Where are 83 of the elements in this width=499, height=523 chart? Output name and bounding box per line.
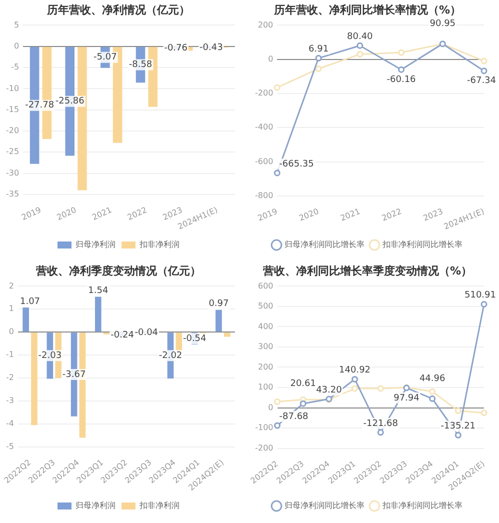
data-label: -0.43 xyxy=(200,42,223,53)
x-tick-label: 2022 xyxy=(126,205,148,222)
y-tick-label: -10 xyxy=(6,84,20,93)
data-label: 1.07 xyxy=(20,296,40,307)
y-tick-label: 300 xyxy=(258,342,274,352)
y-tick-label: -400 xyxy=(255,122,274,132)
data-label: 90.95 xyxy=(430,19,456,30)
data-label: 1.54 xyxy=(88,286,108,296)
data-label: -0.04 xyxy=(134,328,158,338)
y-tick-label: 0 xyxy=(8,327,14,336)
data-label: -8.58 xyxy=(128,60,152,70)
legend-label: 归母净利润 xyxy=(76,240,116,250)
legend-label: 归母净利润同比增长率 xyxy=(284,240,364,250)
y-tick-label: 600 xyxy=(258,281,274,290)
legend-label: 归母净利润同比增长率 xyxy=(284,501,364,510)
x-tick-label: 2020 xyxy=(55,205,78,222)
legend-label: 扣非净利润 xyxy=(138,240,180,250)
y-tick-label: 2 xyxy=(8,281,14,290)
y-tick-label: -5 xyxy=(11,62,20,72)
data-label: -0.76 xyxy=(164,44,188,54)
data-label: -0.24 xyxy=(110,330,134,340)
y-tick-label: 400 xyxy=(258,322,274,331)
x-tick-label: 2023 xyxy=(422,206,444,223)
chart-title: 历年营收、净利同比增长率情况（%） xyxy=(272,3,462,16)
y-tick-label: -25 xyxy=(6,147,20,156)
x-tick-label: 2020 xyxy=(298,206,320,223)
data-label: -2.02 xyxy=(158,350,182,361)
legend-label: 归母净利润 xyxy=(76,501,116,510)
x-tick-label: 2021 xyxy=(90,205,114,222)
y-tick-label: 200 xyxy=(258,362,274,372)
y-tick-label: 500 xyxy=(258,302,274,311)
chart-title: 营收、净利同比增长率季度变动情况（%） xyxy=(262,264,472,278)
x-tick-label: 2021 xyxy=(339,206,362,223)
y-tick-label: -2 xyxy=(6,373,14,382)
y-tick-label: 200 xyxy=(258,20,274,30)
data-label: 97.94 xyxy=(394,393,420,404)
data-label: -135.21 xyxy=(440,422,476,432)
y-tick-label: -30 xyxy=(6,168,20,178)
data-label: -121.68 xyxy=(363,418,398,429)
y-tick-label: -100 xyxy=(255,423,274,432)
legend-label: 扣非净利润同比增长率 xyxy=(382,240,462,250)
chart-title: 营收、净利季度变动情况（亿元） xyxy=(35,264,201,278)
y-tick-label: -20 xyxy=(6,126,20,136)
data-label: -665.35 xyxy=(279,159,314,170)
y-tick-label: 100 xyxy=(258,382,274,392)
y-tick-label: -5 xyxy=(6,442,14,452)
y-tick-label: 5 xyxy=(14,20,20,30)
y-tick-label: 1 xyxy=(8,304,14,314)
data-label: -2.03 xyxy=(38,351,62,362)
y-tick-label: -4 xyxy=(6,419,14,428)
x-tick-label: 2019 xyxy=(256,206,279,223)
y-tick-label: 0 xyxy=(14,41,20,50)
y-tick-label: -200 xyxy=(255,88,274,98)
chart-title: 历年营收、净利情况（亿元） xyxy=(46,3,190,16)
data-label: -25.86 xyxy=(55,96,85,107)
data-label: -3.67 xyxy=(62,370,86,380)
data-label: -67.34 xyxy=(466,76,496,86)
legend-label: 扣非净利润同比增长率 xyxy=(382,501,462,510)
data-label: 510.91 xyxy=(464,290,496,301)
data-label: 0.97 xyxy=(208,299,229,310)
legend-label: 扣非净利润 xyxy=(138,501,180,510)
data-label: 43.20 xyxy=(316,385,342,396)
data-label: -5.07 xyxy=(94,52,117,63)
x-tick-label: 2019 xyxy=(20,205,42,222)
y-tick-label: -35 xyxy=(6,190,20,199)
data-label: 140.92 xyxy=(339,366,371,376)
y-tick-label: -3 xyxy=(6,396,14,406)
y-tick-label: 0 xyxy=(268,402,274,412)
data-label: 80.40 xyxy=(347,32,374,42)
y-tick-label: -15 xyxy=(6,104,20,114)
y-tick-label: -800 xyxy=(255,191,274,200)
data-label: 20.61 xyxy=(290,378,316,389)
y-tick-label: 0 xyxy=(268,54,274,64)
data-label: -27.78 xyxy=(25,100,54,111)
y-tick-label: -200 xyxy=(255,443,274,452)
data-label: 6.91 xyxy=(308,44,329,55)
y-tick-label: -1 xyxy=(6,350,14,360)
data-label: -87.68 xyxy=(279,412,309,422)
data-label: -0.54 xyxy=(182,334,207,344)
x-tick-label: 2022 xyxy=(380,206,403,223)
data-label: 44.96 xyxy=(419,374,446,384)
y-tick-label: -600 xyxy=(255,156,274,166)
data-label: -60.16 xyxy=(386,74,416,85)
